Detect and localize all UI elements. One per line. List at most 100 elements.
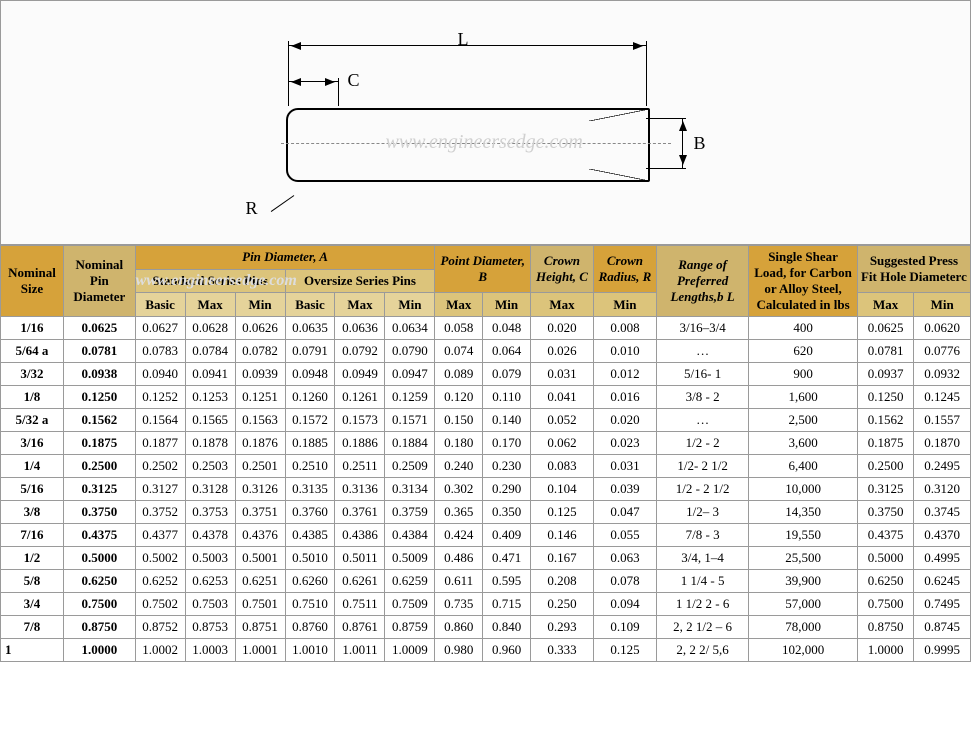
h-shear-load: Single Shear Load, for Carbon or Alloy S… <box>749 246 858 317</box>
diagram-inner: L C www.engineersedge.com B R <box>226 23 746 223</box>
cell: 0.1557 <box>914 409 971 432</box>
cell: 0.1562 <box>63 409 135 432</box>
cell: 0.0784 <box>185 340 235 363</box>
cell: 0.302 <box>435 478 483 501</box>
cell: 0.471 <box>483 547 531 570</box>
cell: 0.208 <box>530 570 593 593</box>
table-row: 3/160.18750.18770.18780.18760.18850.1886… <box>1 432 971 455</box>
h-os-min: Min <box>385 293 435 317</box>
cell: 0.2501 <box>235 455 285 478</box>
cell: 0.5009 <box>385 547 435 570</box>
h-pin-diameter-text: Pin Diameter, A <box>242 249 328 264</box>
cell: 2, 2 1/2 – 6 <box>656 616 748 639</box>
cell: 3/16 <box>1 432 64 455</box>
cell: 0.4370 <box>914 524 971 547</box>
cell: 0.6259 <box>385 570 435 593</box>
cell: 0.424 <box>435 524 483 547</box>
cell: 0.0625 <box>63 317 135 340</box>
cell: 0.8759 <box>385 616 435 639</box>
cell: 0.0634 <box>385 317 435 340</box>
cell: 0.0790 <box>385 340 435 363</box>
cell: 1/2- 2 1/2 <box>656 455 748 478</box>
cell: 0.120 <box>435 386 483 409</box>
h-crown-height: Crown Height, C <box>530 246 593 293</box>
cell: 0.109 <box>593 616 656 639</box>
cell: 1/2 <box>1 547 64 570</box>
cell: 3/32 <box>1 363 64 386</box>
cell: 0.031 <box>530 363 593 386</box>
cell: 0.0781 <box>857 340 913 363</box>
cell: 0.167 <box>530 547 593 570</box>
label-C: C <box>348 70 360 91</box>
h-ss-basic: Basic <box>135 293 185 317</box>
cell: 3/4, 1–4 <box>656 547 748 570</box>
h-pf-max: Max <box>857 293 913 317</box>
cell: 0.3136 <box>335 478 385 501</box>
cell: 0.3127 <box>135 478 185 501</box>
cell: 2, 2 2/ 5,6 <box>656 639 748 662</box>
h-nominal-pin-diameter: Nominal Pin Diameter <box>63 246 135 317</box>
cell: 0.1250 <box>63 386 135 409</box>
cell: 0.7503 <box>185 593 235 616</box>
cell: 0.0776 <box>914 340 971 363</box>
cell: 0.1563 <box>235 409 285 432</box>
cell: 1,600 <box>749 386 858 409</box>
cell: 0.1564 <box>135 409 185 432</box>
h-crown-radius-text: Crown Radius, R <box>599 253 652 284</box>
cell: 0.8751 <box>235 616 285 639</box>
cell: 0.2500 <box>857 455 913 478</box>
cell: 0.1259 <box>385 386 435 409</box>
cell: 6,400 <box>749 455 858 478</box>
dowel-pin-table: Nominal Size Nominal Pin Diameter Pin Di… <box>0 245 971 662</box>
cell: 0.1260 <box>285 386 335 409</box>
h-os-max: Max <box>335 293 385 317</box>
cell: 7/16 <box>1 524 64 547</box>
cell: 1 <box>1 639 64 662</box>
cell: 0.4377 <box>135 524 185 547</box>
cell: 0.6250 <box>857 570 913 593</box>
cell: 0.125 <box>593 639 656 662</box>
cell: 0.1870 <box>914 432 971 455</box>
cell: 0.0940 <box>135 363 185 386</box>
cell: 0.0949 <box>335 363 385 386</box>
cell: 0.039 <box>593 478 656 501</box>
cell: 0.7510 <box>285 593 335 616</box>
cell: 0.3134 <box>385 478 435 501</box>
cell: 0.6253 <box>185 570 235 593</box>
cell: 0.3750 <box>857 501 913 524</box>
cell: 0.1884 <box>385 432 435 455</box>
cell: 0.5003 <box>185 547 235 570</box>
cell: 0.7495 <box>914 593 971 616</box>
cell: 14,350 <box>749 501 858 524</box>
cell: 0.150 <box>435 409 483 432</box>
dim-L-left-ext <box>288 41 289 106</box>
cell: 0.016 <box>593 386 656 409</box>
cell: 0.041 <box>530 386 593 409</box>
cell: 0.074 <box>435 340 483 363</box>
table-row: 1/20.50000.50020.50030.50010.50100.50110… <box>1 547 971 570</box>
cell: 1 1/2 2 - 6 <box>656 593 748 616</box>
cell: 0.0628 <box>185 317 235 340</box>
cell: 0.125 <box>530 501 593 524</box>
label-R: R <box>246 198 258 219</box>
cell: 0.010 <box>593 340 656 363</box>
cell: 0.0937 <box>857 363 913 386</box>
h-range-lengths-text: Range of Preferred Lengths,b L <box>670 257 734 304</box>
cell: 0.4385 <box>285 524 335 547</box>
table-row: 5/64 a0.07810.07830.07840.07820.07910.07… <box>1 340 971 363</box>
cell: 0.4384 <box>385 524 435 547</box>
h-oversize-series: Oversize Series Pins <box>285 269 435 293</box>
table-row: 5/80.62500.62520.62530.62510.62600.62610… <box>1 570 971 593</box>
cell: 0.0781 <box>63 340 135 363</box>
cell: 0.293 <box>530 616 593 639</box>
cell: 0.079 <box>483 363 531 386</box>
cell: 0.063 <box>593 547 656 570</box>
cell: 1.0003 <box>185 639 235 662</box>
cell: 0.0938 <box>63 363 135 386</box>
cell: 0.4376 <box>235 524 285 547</box>
h-os-basic: Basic <box>285 293 335 317</box>
h-point-diameter-text: Point Diameter, B <box>440 253 525 284</box>
cell: 0.110 <box>483 386 531 409</box>
cell: 0.4995 <box>914 547 971 570</box>
cell: 0.8745 <box>914 616 971 639</box>
